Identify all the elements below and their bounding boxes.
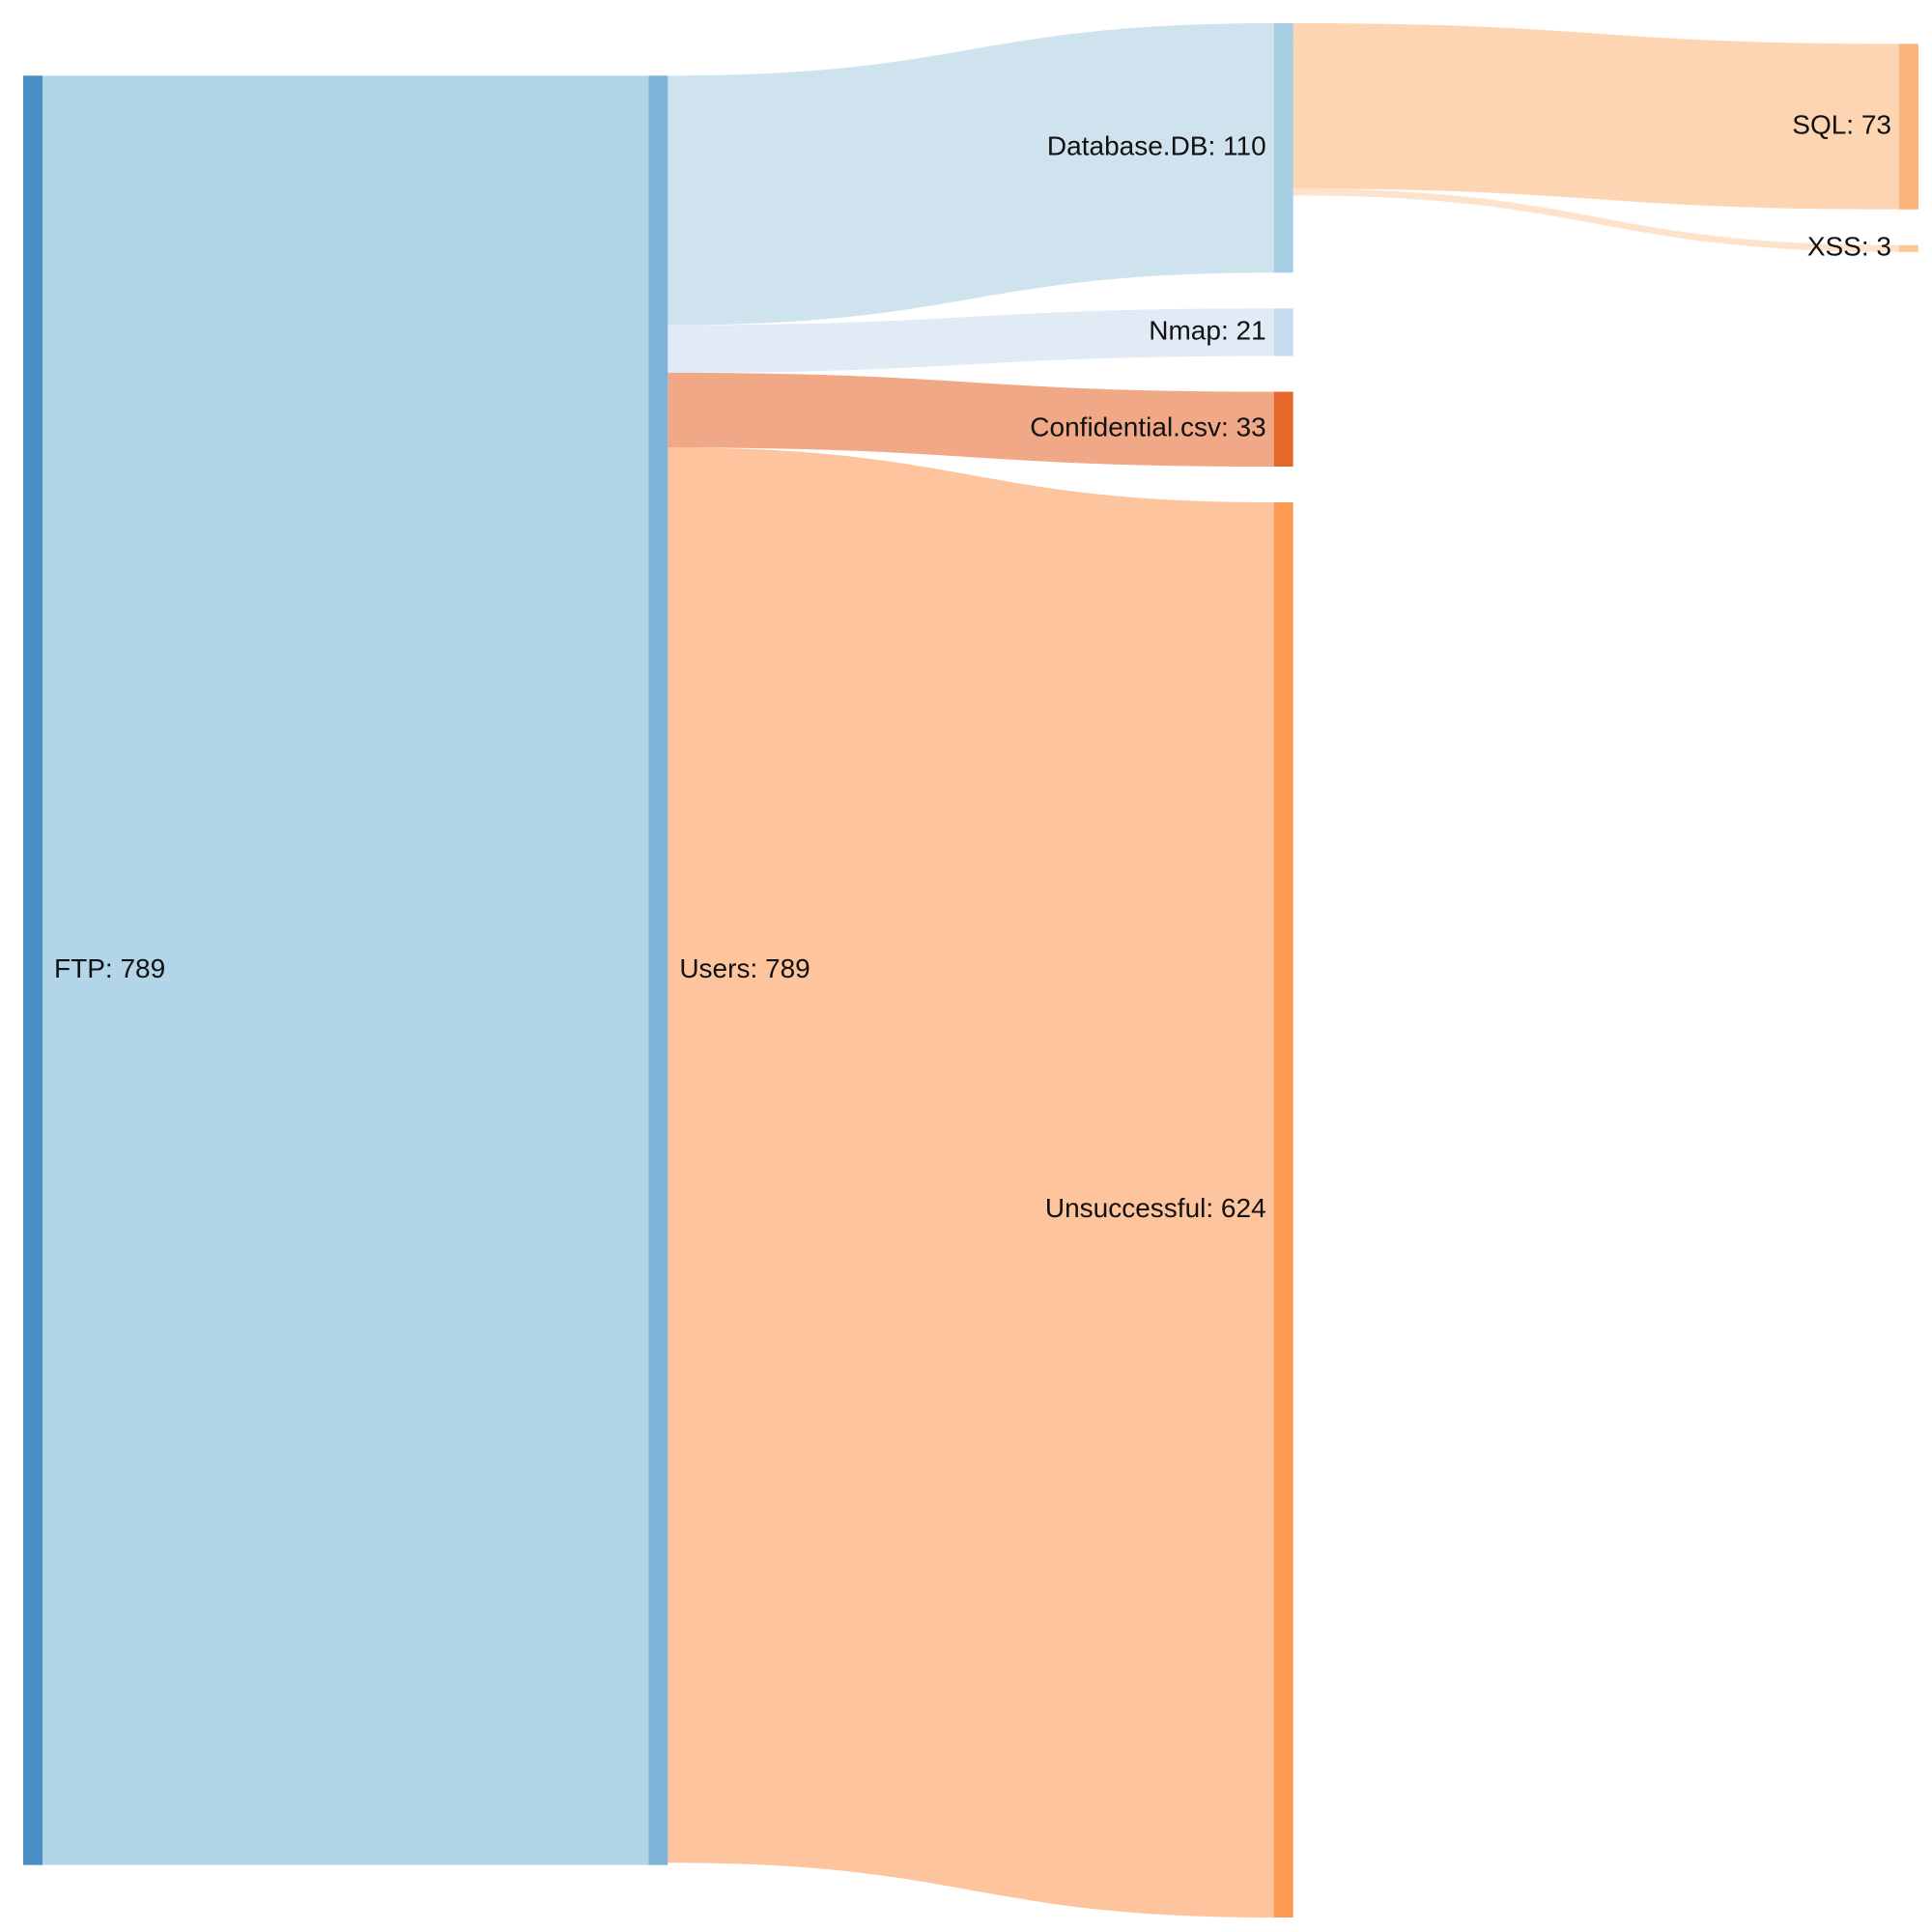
link xyxy=(1293,188,1899,252)
node xyxy=(1899,244,1918,252)
link xyxy=(43,75,649,1865)
node-label: SQL: 73 xyxy=(1792,109,1891,139)
node xyxy=(648,75,668,1865)
node xyxy=(1899,43,1918,210)
link xyxy=(1293,23,1899,210)
node-label: Database.DB: 110 xyxy=(1047,131,1266,161)
link xyxy=(668,372,1274,468)
node-label: Unsuccessful: 624 xyxy=(1045,1193,1266,1223)
node-label: FTP: 789 xyxy=(54,953,165,983)
link xyxy=(668,308,1274,373)
node-label: Confidential.csv: 33 xyxy=(1030,412,1265,442)
node xyxy=(1273,23,1293,273)
node-label: Nmap: 21 xyxy=(1149,315,1265,345)
node-label: XSS: 3 xyxy=(1807,232,1891,262)
node xyxy=(1273,308,1293,356)
link xyxy=(668,447,1274,1918)
link xyxy=(668,23,1274,326)
node xyxy=(23,75,43,1865)
node xyxy=(1273,391,1293,468)
node-label: Users: 789 xyxy=(679,953,810,983)
node xyxy=(1273,502,1293,1918)
